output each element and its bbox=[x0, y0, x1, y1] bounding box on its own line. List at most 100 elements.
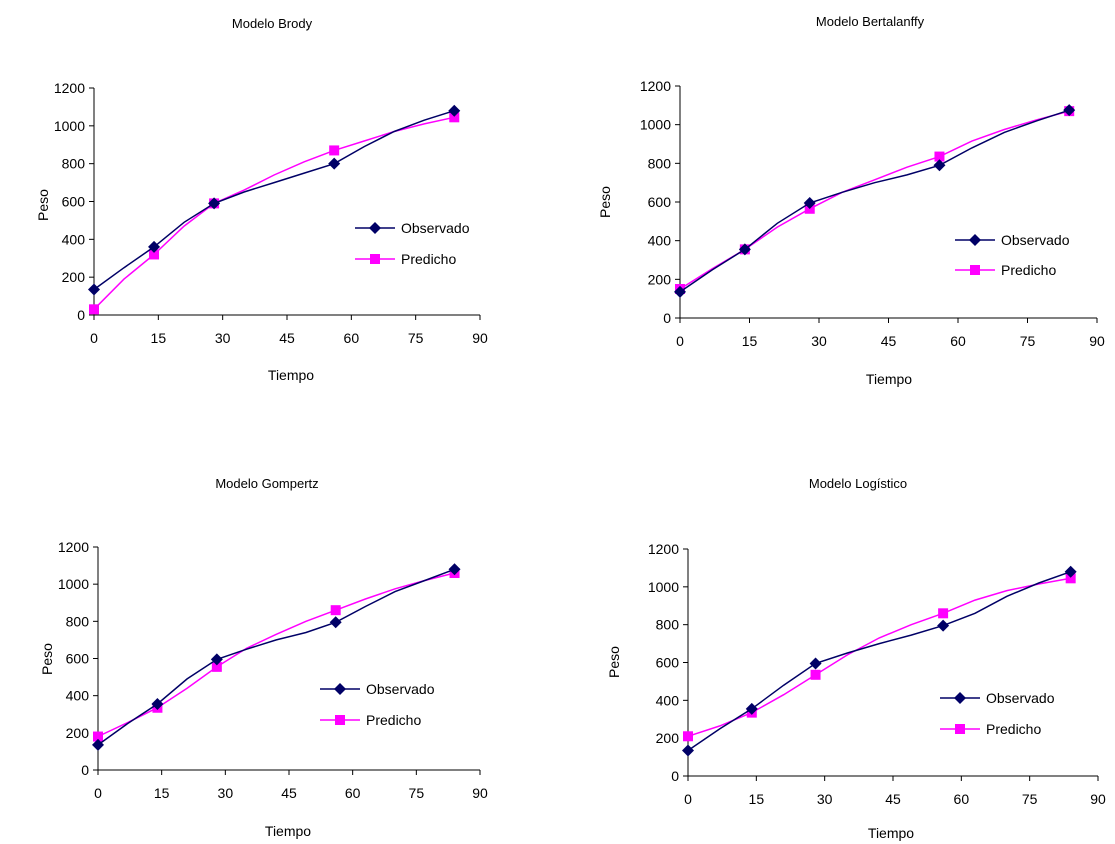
data-point-predicho bbox=[810, 669, 821, 680]
legend-label: Predicho bbox=[366, 712, 421, 728]
chart-panel-4: Modelo Logístico 0 200 400 600 800 1000 1200 0 15… bbox=[606, 476, 1106, 841]
x-tick-label: 45 bbox=[281, 785, 297, 801]
x-axis-label: Tiempo bbox=[268, 367, 314, 383]
x-tick-label: 75 bbox=[1020, 333, 1036, 349]
x-tick-label: 60 bbox=[344, 330, 360, 346]
y-tick-label: 0 bbox=[81, 762, 89, 778]
chart-panel-3: Modelo Gompertz 0 200 400 600 800 1000 1200 0 15 3… bbox=[39, 476, 488, 839]
y-tick-label: 600 bbox=[62, 194, 86, 210]
data-point-observado bbox=[809, 657, 822, 670]
legend-marker bbox=[954, 692, 966, 704]
x-tick-label: 75 bbox=[409, 785, 425, 801]
x-tick-label: 0 bbox=[94, 785, 102, 801]
y-tick-label: 600 bbox=[656, 655, 680, 671]
y-tick-label: 0 bbox=[663, 310, 671, 326]
data-point-observado bbox=[682, 744, 694, 757]
y-tick-label: 800 bbox=[66, 613, 90, 629]
x-tick-label: 0 bbox=[684, 791, 692, 807]
y-tick-label: 0 bbox=[77, 307, 85, 323]
y-tick-label: 1000 bbox=[648, 579, 679, 595]
x-axis-label: Tiempo bbox=[868, 825, 914, 841]
data-point-observado bbox=[148, 240, 161, 253]
x-axis-label: Tiempo bbox=[265, 823, 311, 839]
legend-marker bbox=[334, 683, 346, 695]
y-tick-label: 800 bbox=[656, 617, 680, 633]
x-tick-label: 90 bbox=[472, 785, 488, 801]
data-point-observado bbox=[448, 104, 461, 117]
x-axis-label: Tiempo bbox=[866, 371, 912, 387]
legend-marker bbox=[370, 254, 380, 264]
y-tick-label: 1000 bbox=[58, 576, 89, 592]
y-tick-label: 200 bbox=[66, 725, 90, 741]
x-tick-label: 30 bbox=[811, 333, 827, 349]
x-tick-label: 90 bbox=[472, 330, 488, 346]
data-point-observado bbox=[210, 653, 223, 666]
legend-label: Predicho bbox=[401, 251, 456, 267]
x-tick-label: 45 bbox=[279, 330, 295, 346]
data-point-observado bbox=[933, 159, 946, 172]
legend-marker bbox=[335, 715, 345, 725]
data-point-predicho bbox=[149, 249, 160, 260]
y-tick-label: 400 bbox=[656, 692, 680, 708]
x-tick-label: 15 bbox=[749, 791, 765, 807]
data-point-predicho bbox=[683, 731, 693, 742]
x-tick-label: 60 bbox=[345, 785, 361, 801]
x-tick-label: 90 bbox=[1090, 791, 1106, 807]
legend-label: Predicho bbox=[986, 721, 1041, 737]
data-point-predicho bbox=[938, 608, 949, 619]
x-tick-label: 15 bbox=[154, 785, 170, 801]
data-point-predicho bbox=[330, 605, 341, 616]
data-point-predicho bbox=[1065, 573, 1076, 584]
data-point-predicho bbox=[329, 145, 340, 156]
y-tick-label: 200 bbox=[648, 271, 672, 287]
legend-entry-predicho: Predicho bbox=[940, 721, 1041, 737]
x-tick-label: 75 bbox=[408, 330, 424, 346]
legend-entry-observado: Observado bbox=[355, 220, 470, 236]
x-tick-label: 15 bbox=[151, 330, 167, 346]
y-tick-label: 600 bbox=[66, 651, 90, 667]
x-tick-label: 30 bbox=[817, 791, 833, 807]
y-tick-label: 0 bbox=[671, 768, 679, 784]
data-point-observado bbox=[208, 197, 221, 210]
y-tick-label: 800 bbox=[62, 156, 86, 172]
x-tick-label: 45 bbox=[885, 791, 901, 807]
legend-entry-observado: Observado bbox=[940, 690, 1055, 706]
legend-entry-observado: Observado bbox=[320, 681, 435, 697]
data-point-observado bbox=[1063, 104, 1076, 117]
y-tick-label: 800 bbox=[648, 155, 672, 171]
legend-label: Observado bbox=[986, 690, 1055, 706]
series-line-predicho bbox=[93, 116, 455, 310]
data-point-observado bbox=[674, 285, 686, 298]
y-tick-label: 400 bbox=[648, 233, 672, 249]
y-axis-label: Peso bbox=[35, 189, 51, 221]
chart-panel-1: Modelo Brody 0 200 400 600 800 1000 1200 0 15 30 45… bbox=[35, 16, 488, 383]
y-tick-label: 600 bbox=[648, 194, 672, 210]
legend-marker bbox=[970, 265, 980, 275]
data-point-predicho bbox=[934, 151, 945, 162]
y-axis-label: Peso bbox=[606, 646, 622, 678]
data-point-predicho bbox=[93, 731, 103, 742]
legend-entry-predicho: Predicho bbox=[320, 712, 421, 728]
data-point-predicho bbox=[449, 112, 460, 123]
data-point-observado bbox=[803, 196, 816, 209]
y-tick-label: 1200 bbox=[640, 78, 671, 94]
chart-title: Modelo Gompertz bbox=[215, 476, 318, 491]
legend-marker bbox=[955, 724, 965, 734]
legend-entry-predicho: Predicho bbox=[355, 251, 456, 267]
x-tick-label: 15 bbox=[742, 333, 758, 349]
data-point-observado bbox=[1064, 565, 1077, 578]
legend-label: Observado bbox=[366, 681, 435, 697]
data-point-predicho bbox=[211, 661, 222, 672]
data-point-observado bbox=[745, 702, 758, 715]
x-tick-label: 0 bbox=[676, 333, 684, 349]
data-point-observado bbox=[92, 738, 104, 751]
x-tick-label: 60 bbox=[954, 791, 970, 807]
legend-label: Observado bbox=[401, 220, 470, 236]
legend-marker bbox=[969, 234, 981, 246]
y-tick-label: 1000 bbox=[54, 118, 85, 134]
y-tick-label: 400 bbox=[62, 231, 86, 247]
legend-label: Predicho bbox=[1001, 262, 1056, 278]
y-tick-label: 1200 bbox=[54, 80, 85, 96]
x-tick-label: 75 bbox=[1022, 791, 1038, 807]
